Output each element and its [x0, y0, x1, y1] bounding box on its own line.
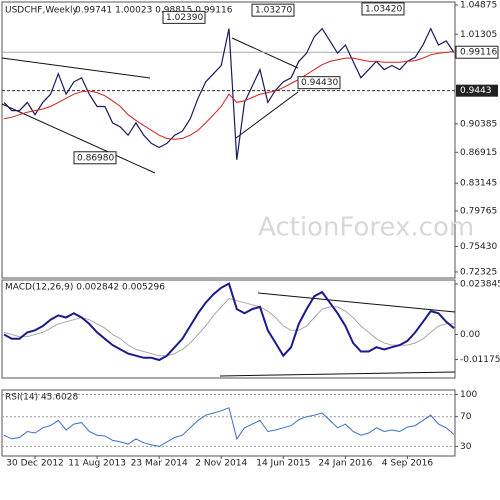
annotation: 1.03420 [365, 4, 402, 14]
rsi-panel [1, 389, 456, 457]
x-tick-label: 4 Sep 2016 [382, 459, 434, 469]
annotation-box [297, 76, 341, 90]
y-tick-label: 0.00 [460, 330, 480, 340]
x-tick-label: 14 Jun 2015 [256, 459, 310, 469]
macd-panel [1, 279, 456, 379]
rsi-title: RSI(14) 45.6028 [5, 393, 78, 403]
y-tick-label: 0.023845 [460, 279, 500, 289]
series-line [3, 282, 455, 362]
annotation: 0.94430 [301, 78, 338, 88]
annotation-box [361, 2, 405, 16]
x-tick-label: 24 Jan 2016 [318, 459, 372, 469]
annotation-box [73, 151, 117, 165]
y-tick-label: 0.79765 [460, 206, 497, 216]
y-tick-label: 0.83145 [460, 179, 497, 189]
annotation: 0.86980 [77, 153, 114, 163]
annotation-box [251, 3, 295, 17]
trendline [1, 103, 156, 174]
level-box [456, 84, 498, 97]
annotation: 1.02390 [166, 13, 203, 23]
series-line [3, 27, 455, 160]
y-tick-label: 0.75430 [460, 242, 497, 252]
series-line [3, 297, 454, 357]
annotation-box [162, 10, 206, 24]
x-tick-label: 11 Aug 2013 [68, 459, 126, 469]
price-panel [1, 1, 456, 279]
trendline [235, 91, 299, 139]
watermark: ActionForex.com [258, 213, 474, 243]
trendline [219, 371, 456, 377]
series-line [3, 51, 455, 140]
y-tick-label: 30 [460, 442, 472, 452]
trendline [231, 37, 299, 69]
y-tick-label: 0.72325 [460, 267, 497, 277]
y-tick-label: 70 [460, 412, 472, 422]
y-tick-label: 1.01305 [460, 30, 497, 40]
y-tick-label: 0.86915 [460, 148, 497, 158]
series-line [3, 407, 455, 447]
chart-title: USDCHF,Weekly [5, 6, 78, 16]
trendline [257, 292, 456, 313]
x-tick-label: 23 Mar 2014 [131, 459, 188, 469]
last-box [455, 45, 499, 59]
ohlc: 0.99741 1.00023 0.98815 0.99116 [75, 6, 233, 16]
x-tick-label: 2 Nov 2014 [195, 459, 247, 469]
macd-title: MACD(12,26,9) 0.002842 0.005296 [5, 283, 165, 293]
annotation: 1.03270 [255, 6, 292, 16]
x-tick-label: 30 Dec 2012 [6, 459, 64, 469]
y-tick-label: 1.04875 [460, 0, 497, 10]
last-label: 0.99116 [460, 48, 497, 58]
trendline [1, 57, 151, 79]
y-tick-label: 0.90385 [460, 119, 497, 129]
level-label: 0.9443 [460, 86, 492, 96]
y-tick-label: -0.01175 [460, 355, 500, 365]
y-tick-label: 100 [460, 390, 477, 400]
